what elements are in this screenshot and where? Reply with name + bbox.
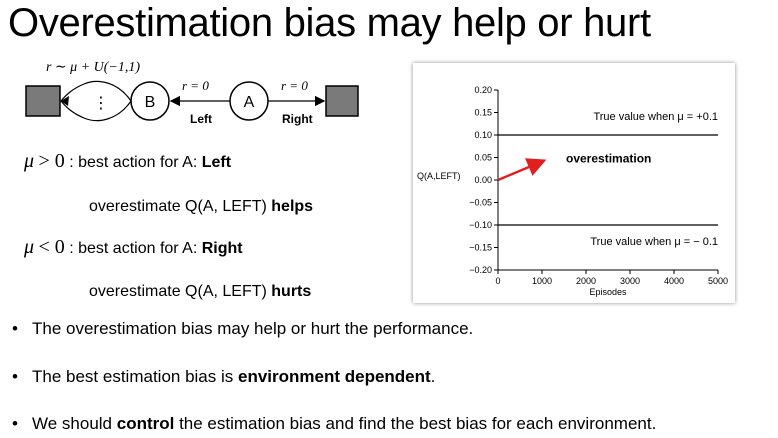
y-tick-label: 0.10: [474, 130, 492, 140]
state-b-label: B: [145, 94, 156, 111]
condition-operator: > 0: [38, 150, 65, 172]
best-action: Left: [201, 154, 232, 171]
bullet-2: • The best estimation bias is environment…: [12, 367, 435, 387]
bullet-text: the estimation bias and find the best bi…: [174, 414, 657, 433]
bullet-text: .: [430, 367, 436, 386]
overestimation-label: overestimation: [566, 152, 651, 166]
effect-text: overestimate Q(A, LEFT): [89, 198, 272, 215]
x-tick-label: 3000: [620, 276, 640, 286]
condition-negative: μ < 0 : best action for A: Right: [24, 236, 243, 259]
reward-left-label: r = 0: [182, 78, 209, 93]
dots-label: ⋮: [93, 95, 109, 112]
bullet-dot: •: [12, 414, 18, 433]
left-terminal-state: [25, 85, 61, 117]
condition-operator: < 0: [38, 236, 65, 258]
x-tick-label: 0: [495, 276, 500, 286]
condition-positive: μ > 0 : best action for A: Left: [24, 150, 231, 173]
y-tick-label: 0.15: [474, 108, 492, 118]
y-tick-label: −0.15: [469, 243, 492, 253]
condition-text: : best action for A:: [64, 154, 202, 171]
bullet-text: The best estimation bias is: [32, 367, 238, 386]
mu-symbol: μ: [24, 150, 35, 172]
series-label: True value when μ = +0.1: [593, 111, 718, 123]
effect-word: hurts: [271, 283, 312, 300]
mu-symbol: μ: [24, 236, 35, 258]
x-tick-label: 4000: [664, 276, 684, 286]
x-axis-label: Episodes: [589, 287, 627, 297]
reward-right-label: r = 0: [281, 78, 308, 93]
state-b-circle: [130, 81, 170, 121]
x-tick-label: 5000: [708, 276, 728, 286]
action-right-label: Right: [282, 112, 313, 126]
action-left-label: Left: [190, 112, 212, 126]
mdp-diagram: r ∼ μ + U(−1,1) ⋮ B A r = 0 r = 0 Left R…: [25, 60, 359, 126]
q-value-chart: 0.20 0.15 0.10 0.05 0.00 −0.05 −0.10 −0.15 −0.20…: [417, 85, 728, 297]
bullet-text: environment dependent: [237, 367, 431, 386]
right-terminal-state: [325, 85, 359, 117]
effect-word: helps: [271, 198, 314, 215]
y-tick-label: 0.20: [474, 85, 492, 95]
condition-positive-effect: overestimate Q(A, LEFT) helps: [89, 198, 313, 216]
chart-panel: 0.20 0.15 0.10 0.05 0.00 −0.05 −0.10 −0.15 −0.20…: [413, 63, 735, 303]
y-tick-label: −0.10: [469, 220, 492, 230]
effect-text: overestimate Q(A, LEFT): [89, 283, 272, 300]
y-tick-label: −0.05: [469, 198, 492, 208]
slide-title: Overestimation bias may help or hurt: [8, 1, 651, 45]
overestimation-arrow: [497, 158, 547, 182]
y-tick-label: 0.00: [474, 175, 492, 185]
series-label: True value when μ = − 0.1: [590, 236, 718, 248]
reward-b-label: r ∼ μ + U(−1,1): [46, 60, 140, 75]
x-tick-label: 1000: [532, 276, 552, 286]
bullet-dot: •: [12, 367, 18, 386]
condition-negative-effect: overestimate Q(A, LEFT) hurts: [89, 283, 311, 301]
y-tick-label: 0.05: [474, 153, 492, 163]
best-action: Right: [201, 240, 243, 257]
bullet-dot: •: [12, 319, 18, 338]
state-a-label: A: [244, 94, 255, 111]
bullet-text: The overestimation bias may help or hurt…: [32, 319, 474, 338]
bullet-1: • The overestimation bias may help or hur…: [12, 319, 473, 339]
y-axis-label: Q(A,LEFT): [417, 171, 461, 181]
terminal-arrowhead: [61, 96, 69, 106]
y-tick-label: −0.20: [469, 265, 492, 275]
x-tick-label: 2000: [576, 276, 596, 286]
bullet-3: • We should control the estimation bias a…: [12, 414, 656, 434]
condition-text: : best action for A:: [64, 240, 202, 257]
bullet-text: control: [116, 414, 175, 433]
bullet-text: We should: [32, 414, 117, 433]
